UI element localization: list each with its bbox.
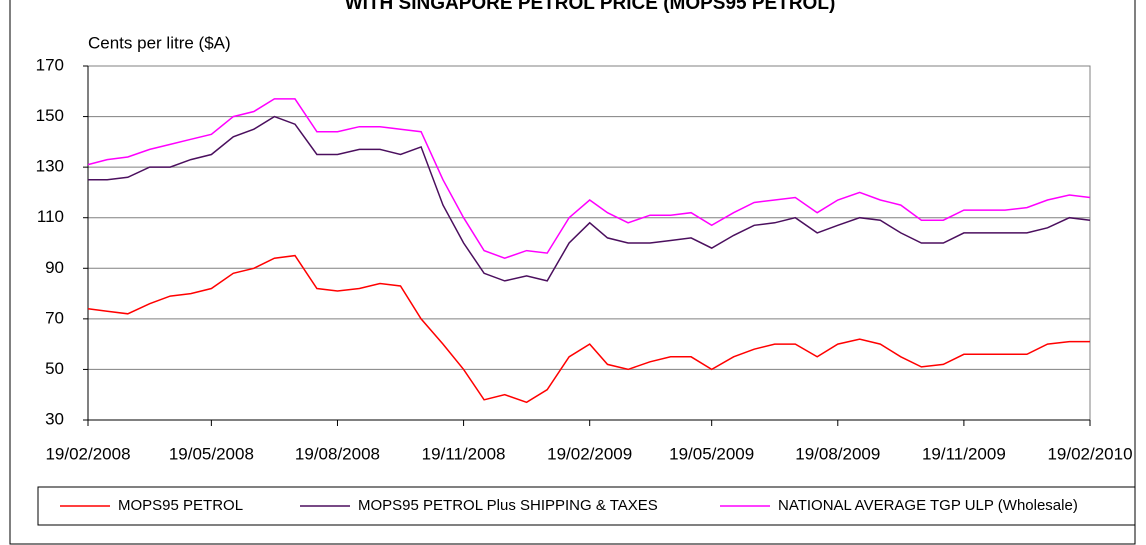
x-tick-label: 19/05/2008 (169, 444, 254, 463)
x-tick-label: 19/05/2009 (669, 444, 754, 463)
y-tick-label: 90 (45, 258, 64, 277)
x-tick-label: 19/02/2009 (547, 444, 632, 463)
y-axis-label: Cents per litre ($A) (88, 33, 231, 52)
legend-label: MOPS95 PETROL (118, 497, 243, 514)
series-line (87, 254, 1090, 404)
series-line (87, 98, 1091, 259)
x-tick-label: 19/11/2008 (422, 444, 506, 463)
legend-label: NATIONAL AVERAGE TGP ULP (Wholesale) (778, 497, 1078, 514)
x-tick-label: 19/02/2010 (1047, 444, 1132, 463)
x-tick-label: 19/08/2009 (795, 444, 880, 463)
legend-label: MOPS95 PETROL Plus SHIPPING & TAXES (358, 497, 658, 514)
chart-title: WITH SINGAPORE PETROL PRICE (MOPS95 PETR… (345, 0, 836, 14)
x-tick-label: 19/11/2009 (922, 444, 1006, 463)
chart-border (9, 0, 1136, 545)
y-tick-label: 110 (37, 207, 64, 226)
y-tick-label: 30 (45, 409, 64, 428)
y-tick-label: 150 (36, 106, 64, 125)
x-tick-label: 19/02/2008 (45, 444, 130, 463)
y-tick-label: 70 (45, 308, 64, 327)
y-tick-label: 50 (45, 359, 64, 378)
y-tick-label: 130 (36, 157, 64, 176)
x-tick-label: 19/08/2008 (295, 444, 380, 463)
legend-box (37, 486, 1136, 526)
y-tick-label: 170 (36, 55, 64, 74)
series-line (88, 115, 1091, 282)
